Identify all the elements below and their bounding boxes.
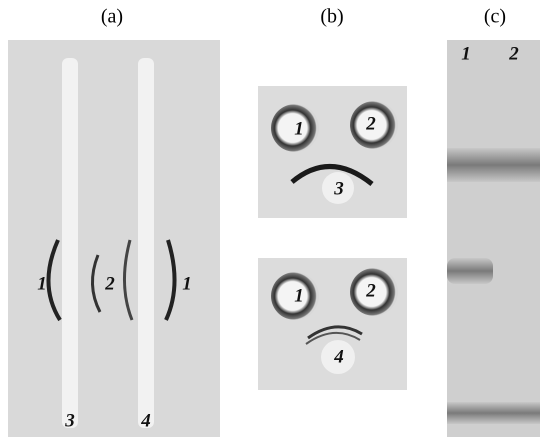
- lane-number: 1: [461, 43, 471, 64]
- band: [447, 148, 540, 182]
- gel-plate: [8, 40, 220, 437]
- well-number: 1: [182, 273, 192, 294]
- trough-number: 4: [140, 410, 151, 431]
- well-number: 1: [294, 118, 304, 139]
- panel-label: (c): [484, 6, 506, 28]
- trough: [138, 58, 154, 428]
- well-number: 3: [333, 178, 344, 199]
- well-number: 2: [365, 280, 376, 301]
- panel-b-top: 1 2 3: [258, 86, 407, 218]
- panel-label: (a): [101, 6, 123, 28]
- panel-label: (b): [320, 6, 343, 28]
- band: [447, 402, 540, 424]
- panel-b-bottom: 1 2 4: [258, 258, 407, 390]
- band: [447, 258, 493, 284]
- well-number: 4: [333, 346, 344, 367]
- trough-number: 3: [64, 410, 75, 431]
- panel-a: 1 2 1 3 4: [8, 40, 220, 437]
- figure: (a) (b) (c) 1 2 1 3 4 1 2 3 1 2 4: [0, 0, 540, 437]
- well-number: 2: [365, 113, 376, 134]
- panel-c: 1 2: [447, 40, 540, 437]
- gel-lanes: [447, 40, 540, 437]
- well-number: 1: [37, 273, 47, 294]
- lane-number: 2: [508, 43, 519, 64]
- trough: [62, 58, 78, 428]
- well-number: 1: [294, 285, 304, 306]
- well-number: 2: [104, 273, 115, 294]
